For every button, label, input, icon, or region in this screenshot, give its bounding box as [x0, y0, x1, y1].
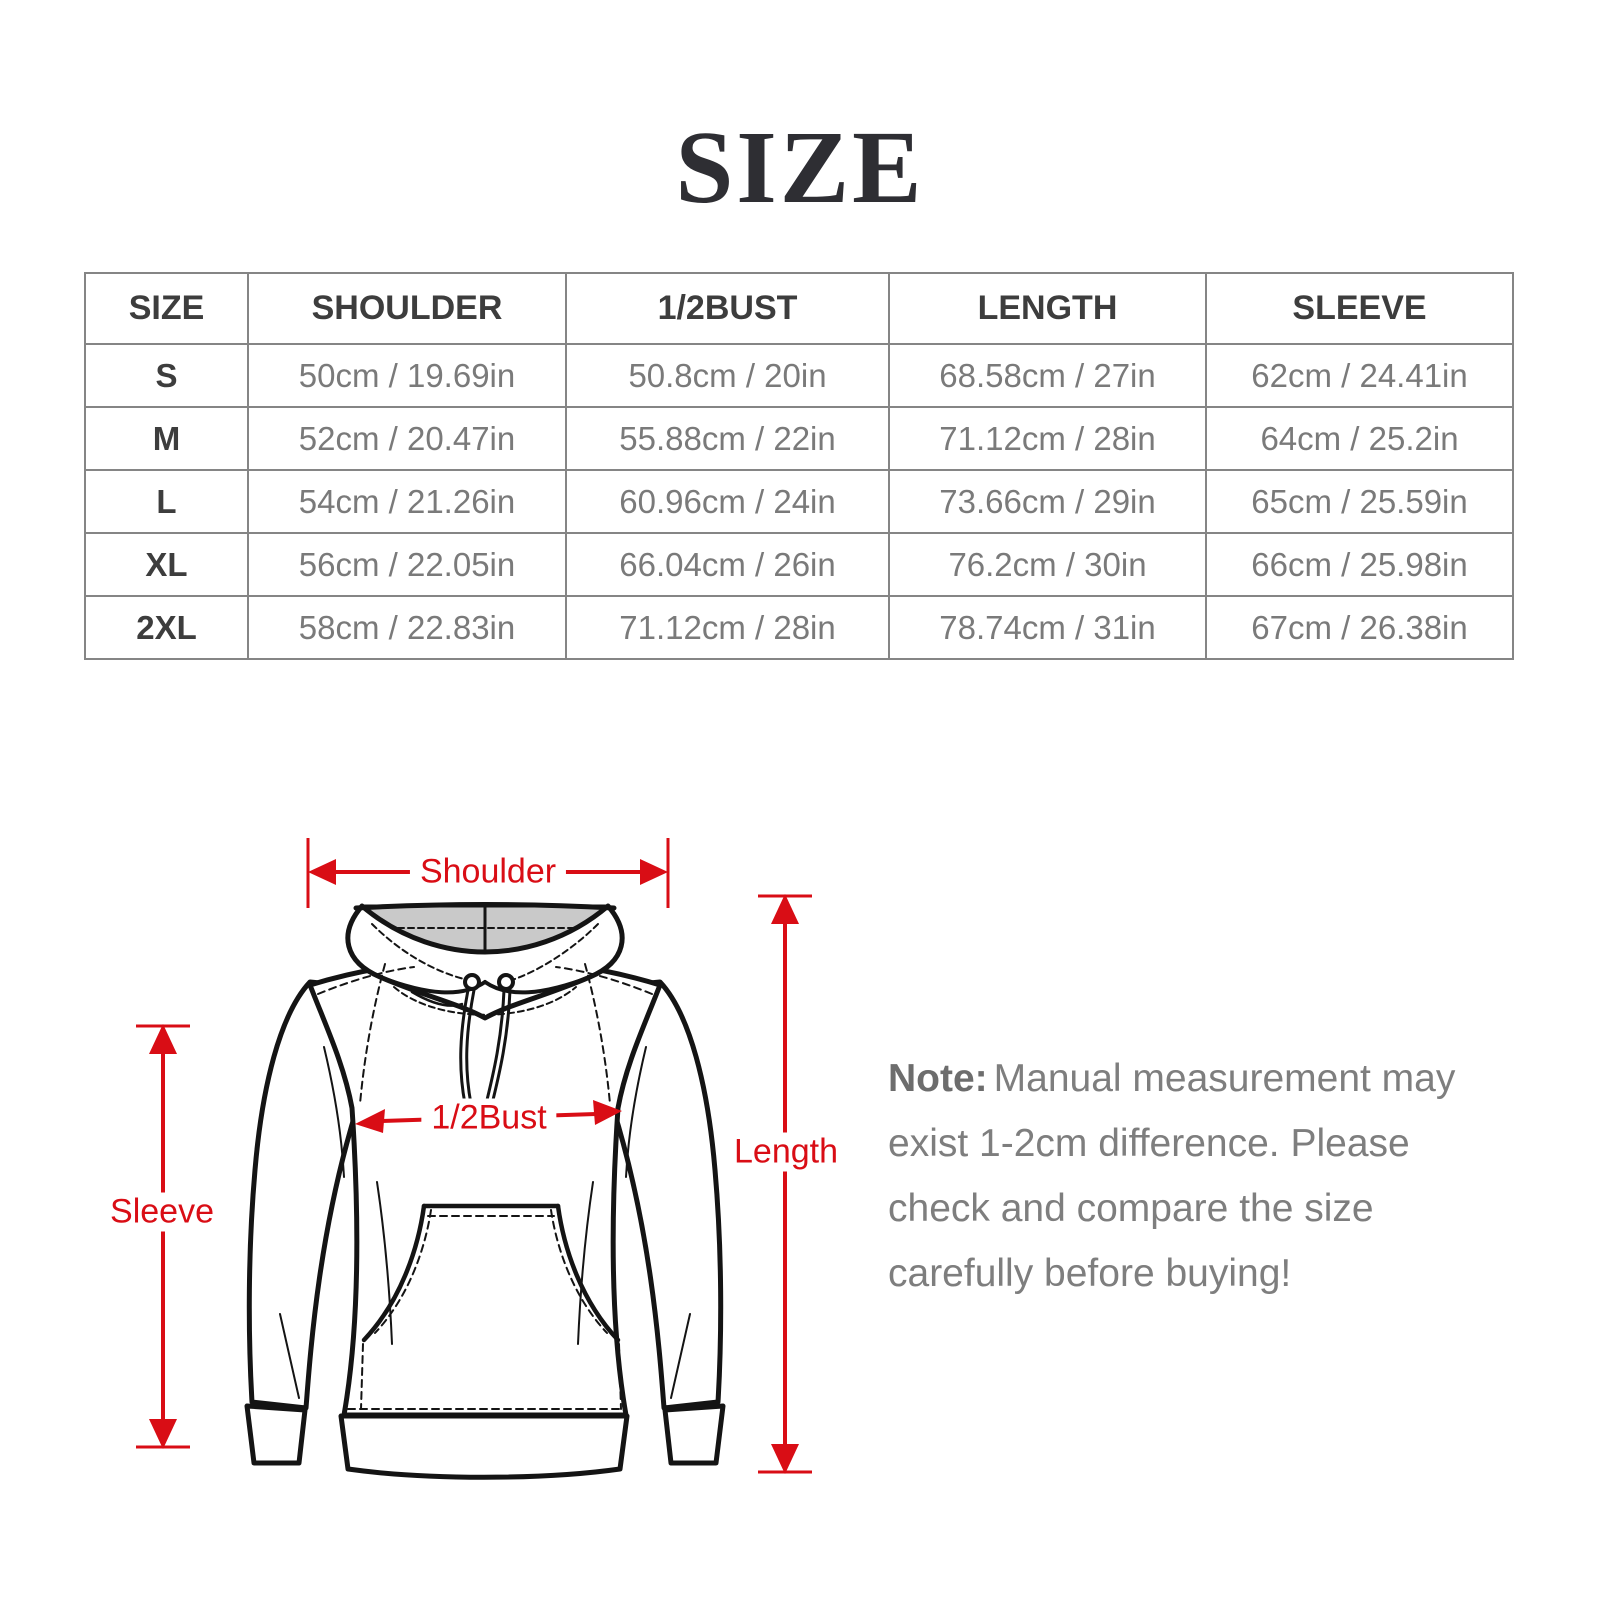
shoulder-value: 54cm / 21.26in: [247, 469, 567, 534]
col-header-size: SIZE: [84, 272, 249, 345]
bust-value: 60.96cm / 24in: [565, 469, 890, 534]
size-table: SIZE SHOULDER 1/2BUST LENGTH SLEEVE S 50…: [84, 272, 1514, 660]
bust-value: 71.12cm / 28in: [565, 595, 890, 660]
table-row: S 50cm / 19.69in 50.8cm / 20in 68.58cm /…: [84, 343, 1514, 408]
shoulder-value: 52cm / 20.47in: [247, 406, 567, 471]
table-row: M 52cm / 20.47in 55.88cm / 22in 71.12cm …: [84, 406, 1514, 471]
col-header-shoulder: SHOULDER: [247, 272, 567, 345]
shoulder-value: 50cm / 19.69in: [247, 343, 567, 408]
bust-value: 66.04cm / 26in: [565, 532, 890, 597]
shoulder-arrow-label: Shoulder: [409, 852, 567, 892]
length-value: 78.74cm / 31in: [888, 595, 1207, 660]
col-header-length: LENGTH: [888, 272, 1207, 345]
shoulder-value: 58cm / 22.83in: [247, 595, 567, 660]
shoulder-value: 56cm / 22.05in: [247, 532, 567, 597]
hoodie-size-diagram: Shoulder 1/2Bust Length Sleeve: [0, 800, 1600, 1520]
sleeve-arrow-label: Sleeve: [100, 1192, 224, 1232]
bust-value: 55.88cm / 22in: [565, 406, 890, 471]
col-header-sleeve: SLEEVE: [1205, 272, 1514, 345]
length-arrow-label: Length: [724, 1132, 848, 1172]
table-header-row: SIZE SHOULDER 1/2BUST LENGTH SLEEVE: [84, 272, 1514, 345]
bust-value: 50.8cm / 20in: [565, 343, 890, 408]
hoodie-illustration: [244, 902, 726, 1480]
sleeve-value: 65cm / 25.59in: [1205, 469, 1514, 534]
size-label: 2XL: [84, 595, 249, 660]
table-row: 2XL 58cm / 22.83in 71.12cm / 28in 78.74c…: [84, 595, 1514, 660]
table-row: L 54cm / 21.26in 60.96cm / 24in 73.66cm …: [84, 469, 1514, 534]
bust-arrow-label: 1/2Bust: [421, 1098, 557, 1138]
length-value: 71.12cm / 28in: [888, 406, 1207, 471]
sleeve-value: 62cm / 24.41in: [1205, 343, 1514, 408]
sleeve-value: 67cm / 26.38in: [1205, 595, 1514, 660]
length-value: 68.58cm / 27in: [888, 343, 1207, 408]
note-label: Note:: [888, 1057, 988, 1100]
size-label: S: [84, 343, 249, 408]
sleeve-value: 64cm / 25.2in: [1205, 406, 1514, 471]
size-label: L: [84, 469, 249, 534]
size-label: XL: [84, 532, 249, 597]
col-header-bust: 1/2BUST: [565, 272, 890, 345]
page-title: SIZE: [675, 110, 925, 225]
length-value: 76.2cm / 30in: [888, 532, 1207, 597]
table-row: XL 56cm / 22.05in 66.04cm / 26in 76.2cm …: [84, 532, 1514, 597]
length-value: 73.66cm / 29in: [888, 469, 1207, 534]
size-label: M: [84, 406, 249, 471]
sleeve-value: 66cm / 25.98in: [1205, 532, 1514, 597]
note-body: Manual measurement may exist 1-2cm diffe…: [888, 1057, 1456, 1295]
note-text: Note: Manual measurement may exist 1-2cm …: [888, 1046, 1492, 1306]
